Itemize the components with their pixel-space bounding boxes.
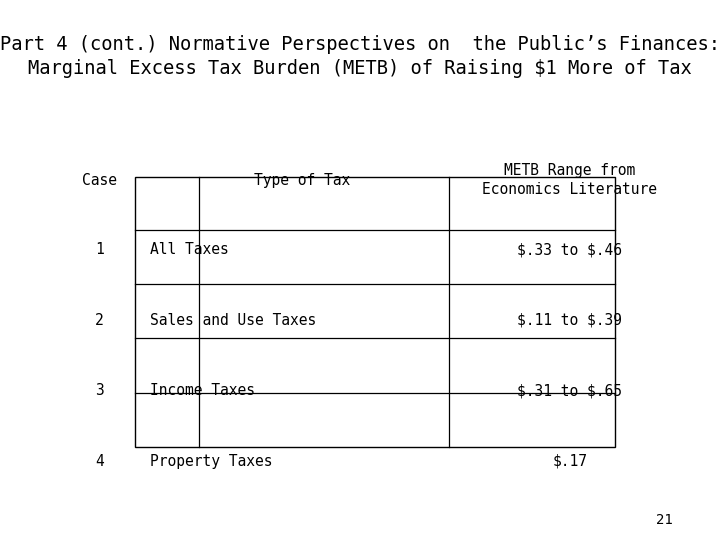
Text: \$.17: \$.17 [552, 454, 588, 469]
Text: Sales and Use Taxes: Sales and Use Taxes [150, 313, 316, 328]
Text: Part 4 (cont.) Normative Perspectives on  the Public’s Finances:
Marginal Excess: Part 4 (cont.) Normative Perspectives on… [0, 35, 720, 78]
Text: \$.33 to \$.46: \$.33 to \$.46 [518, 242, 623, 257]
Text: All Taxes: All Taxes [150, 242, 228, 257]
Text: Type of Tax: Type of Tax [254, 172, 351, 187]
Text: METB Range from
Economics Literature: METB Range from Economics Literature [482, 163, 657, 197]
Text: 4: 4 [95, 454, 104, 469]
Text: 2: 2 [95, 313, 104, 328]
Text: 1: 1 [95, 242, 104, 257]
Text: 3: 3 [95, 383, 104, 398]
Text: Property Taxes: Property Taxes [150, 454, 272, 469]
Text: \$.11 to \$.39: \$.11 to \$.39 [518, 313, 623, 328]
Text: \$.31 to \$.65: \$.31 to \$.65 [518, 383, 623, 398]
Text: Case: Case [82, 172, 117, 187]
Text: Income Taxes: Income Taxes [150, 383, 255, 398]
Text: 21: 21 [657, 512, 673, 526]
